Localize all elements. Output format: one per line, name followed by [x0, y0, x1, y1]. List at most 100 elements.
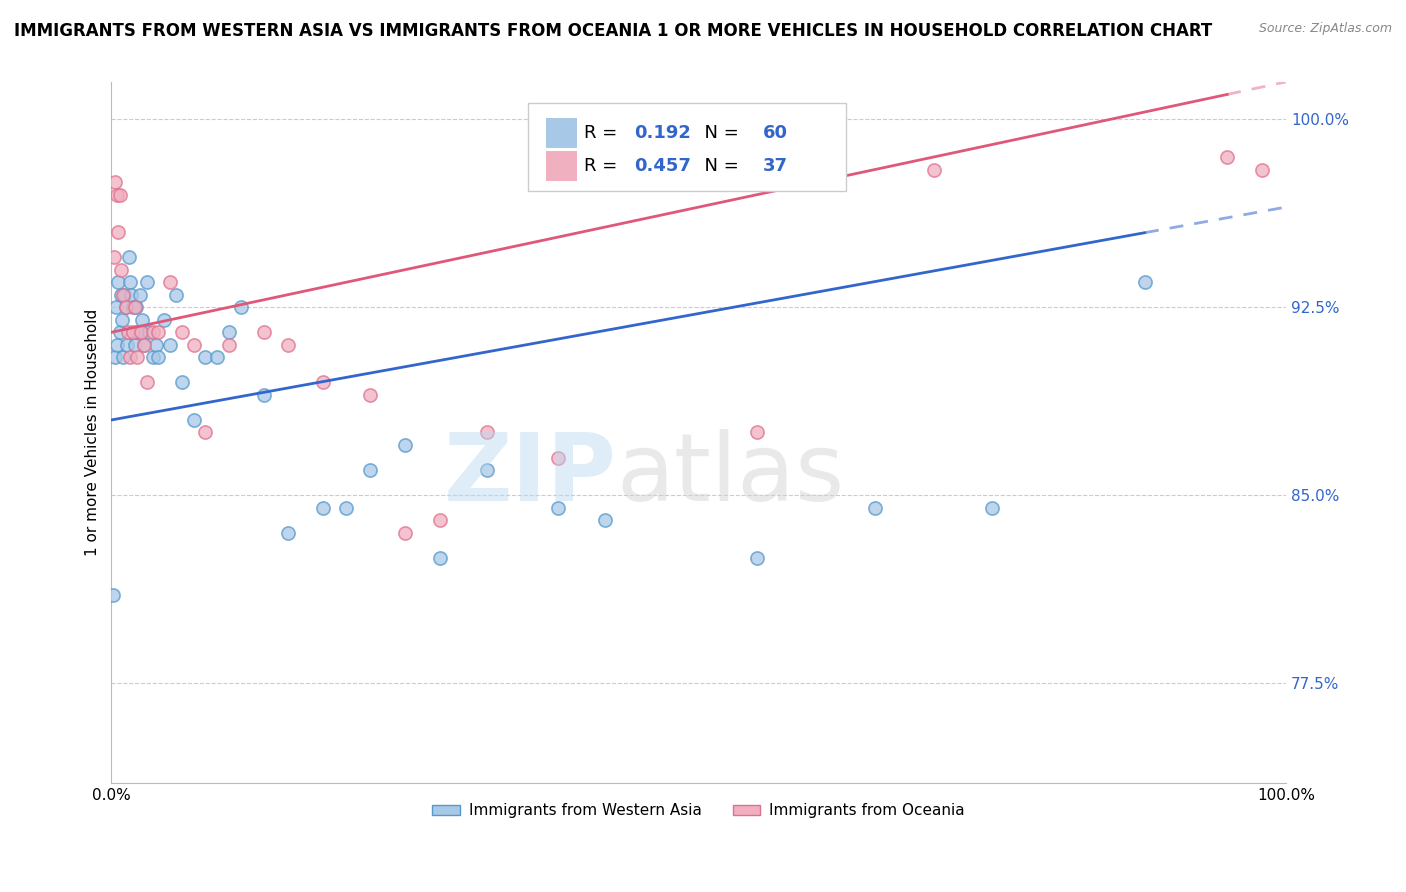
Point [1133, 275, 1156, 289]
Point [253, 388, 276, 402]
Point [124, 338, 146, 352]
Point [394, 525, 416, 540]
Point [747, 550, 769, 565]
Point [159, 338, 181, 352]
Point [120, 275, 142, 289]
Point [547, 450, 569, 465]
Point [1216, 150, 1239, 164]
Point [183, 338, 205, 352]
Y-axis label: 1 or more Vehicles in Household: 1 or more Vehicles in Household [86, 309, 100, 556]
Point [121, 326, 143, 340]
Point [104, 175, 127, 189]
Point [115, 338, 138, 352]
Point [101, 588, 124, 602]
Point [170, 376, 193, 390]
Point [110, 262, 132, 277]
Point [359, 463, 381, 477]
Point [153, 313, 176, 327]
Point [118, 250, 141, 264]
FancyBboxPatch shape [529, 103, 845, 191]
Point [134, 338, 156, 352]
Point [218, 326, 240, 340]
Point [128, 287, 150, 301]
Text: 0.192: 0.192 [634, 124, 690, 142]
Point [277, 338, 299, 352]
Point [593, 513, 616, 527]
Point [477, 425, 499, 440]
Point [124, 300, 146, 314]
Point [312, 376, 335, 390]
Text: IMMIGRANTS FROM WESTERN ASIA VS IMMIGRANTS FROM OCEANIA 1 OR MORE VEHICLES IN HO: IMMIGRANTS FROM WESTERN ASIA VS IMMIGRAN… [14, 22, 1212, 40]
Point [120, 287, 142, 301]
Point [111, 313, 134, 327]
Point [170, 326, 193, 340]
Point [138, 326, 160, 340]
Text: atlas: atlas [616, 428, 845, 521]
Text: N =: N = [693, 124, 744, 142]
Text: R =: R = [583, 157, 623, 175]
Point [394, 438, 416, 452]
Point [114, 300, 136, 314]
Point [127, 326, 149, 340]
Point [547, 500, 569, 515]
Text: 37: 37 [763, 157, 789, 175]
Point [141, 351, 163, 365]
Point [148, 326, 170, 340]
Point [312, 500, 335, 515]
Point [922, 162, 945, 177]
Point [114, 300, 136, 314]
Point [112, 287, 135, 301]
Point [981, 500, 1004, 515]
Text: ZIP: ZIP [443, 428, 616, 521]
Point [429, 550, 451, 565]
Text: Source: ZipAtlas.com: Source: ZipAtlas.com [1258, 22, 1392, 36]
Point [103, 250, 125, 264]
Point [218, 338, 240, 352]
Point [747, 425, 769, 440]
Point [229, 300, 252, 314]
Point [429, 513, 451, 527]
Point [121, 300, 143, 314]
Point [145, 338, 167, 352]
Point [105, 338, 128, 352]
Point [104, 351, 127, 365]
Point [120, 351, 142, 365]
Point [141, 326, 163, 340]
Point [159, 275, 181, 289]
Point [165, 287, 187, 301]
Text: 0.457: 0.457 [634, 157, 690, 175]
Point [131, 313, 153, 327]
Point [477, 463, 499, 477]
Point [127, 351, 149, 365]
Point [134, 338, 156, 352]
Point [110, 287, 132, 301]
Point [863, 500, 886, 515]
Point [107, 225, 129, 239]
Point [129, 326, 152, 340]
FancyBboxPatch shape [546, 152, 576, 181]
Point [1251, 162, 1274, 177]
Point [108, 187, 131, 202]
Point [135, 376, 157, 390]
Point [253, 326, 276, 340]
Point [105, 300, 128, 314]
Point [117, 326, 139, 340]
Point [112, 287, 135, 301]
Point [107, 275, 129, 289]
Legend: Immigrants from Western Asia, Immigrants from Oceania: Immigrants from Western Asia, Immigrants… [426, 797, 972, 824]
Point [135, 275, 157, 289]
Point [194, 425, 217, 440]
Point [335, 500, 357, 515]
Point [148, 351, 170, 365]
Point [205, 351, 228, 365]
Text: 60: 60 [763, 124, 789, 142]
Text: N =: N = [693, 157, 744, 175]
Point [105, 187, 128, 202]
Point [125, 300, 148, 314]
Point [183, 413, 205, 427]
Text: R =: R = [583, 124, 623, 142]
Point [277, 525, 299, 540]
Point [108, 326, 131, 340]
FancyBboxPatch shape [546, 119, 576, 148]
Point [112, 351, 135, 365]
